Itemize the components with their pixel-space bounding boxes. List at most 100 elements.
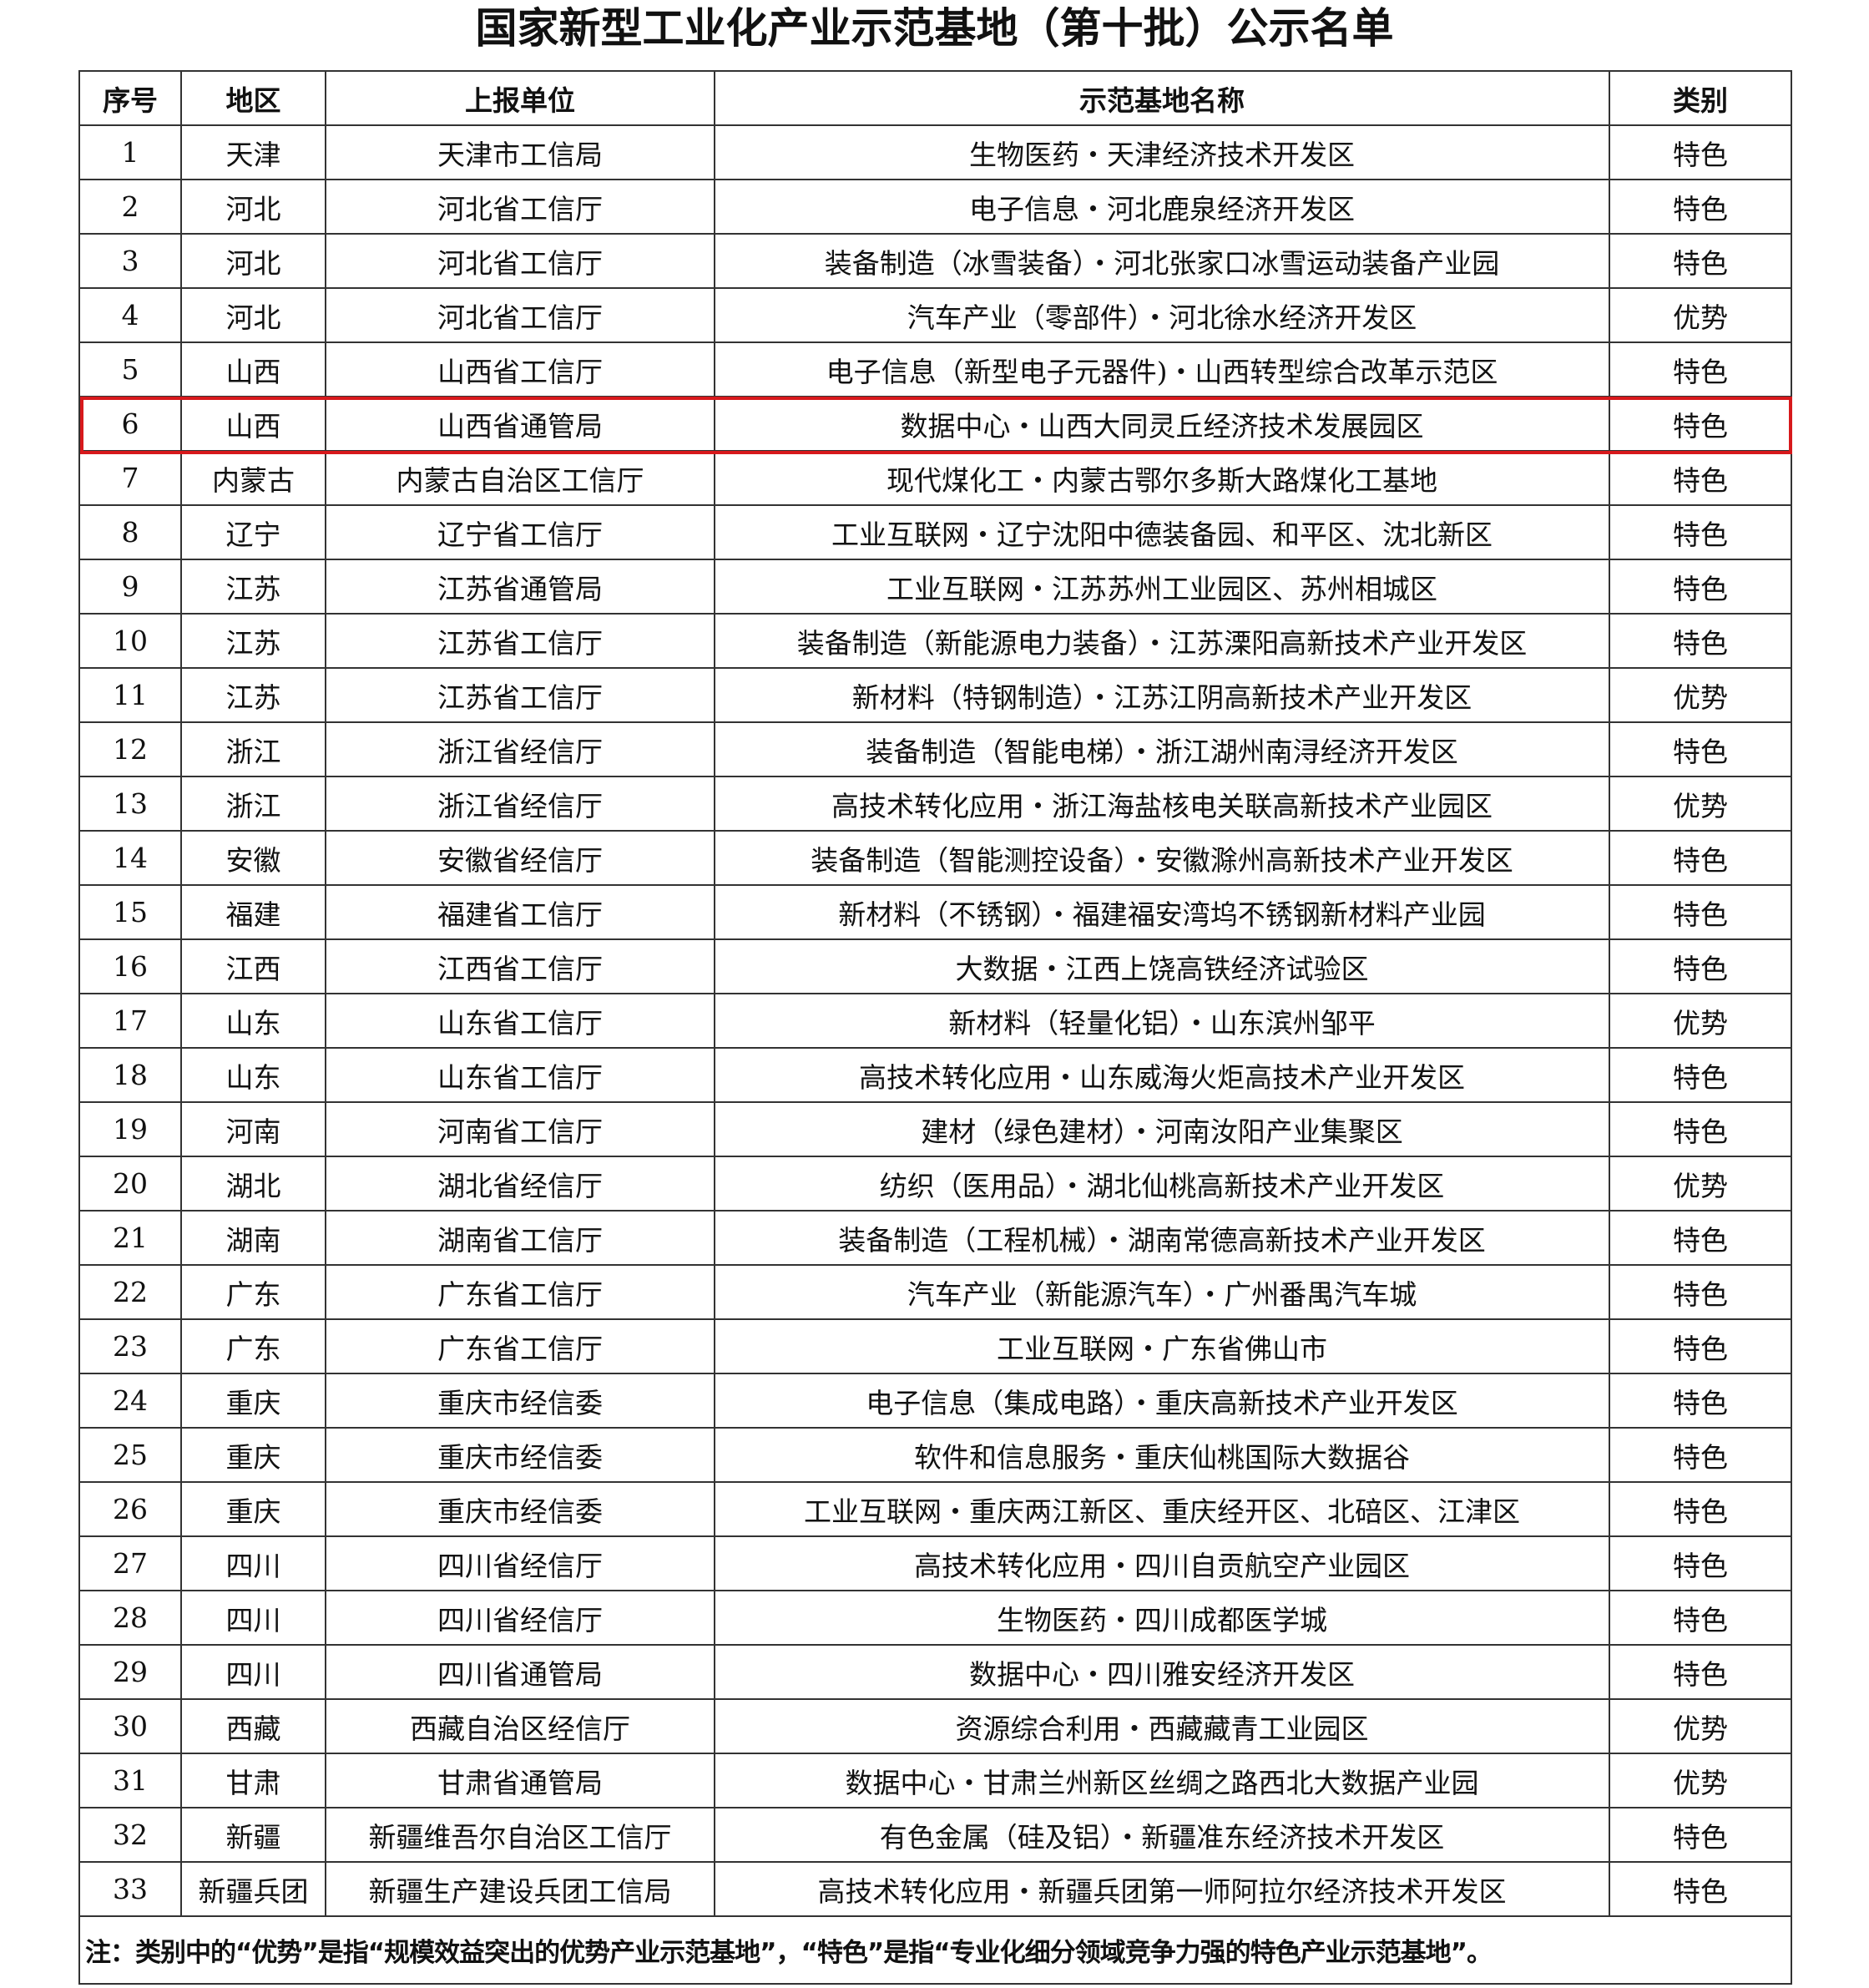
cell-reporting-unit: 广东省工信厅	[325, 1318, 715, 1374]
cell-region: 湖南	[180, 1210, 326, 1266]
cell-reporting-unit: 四川省经信厅	[325, 1590, 715, 1646]
cell-reporting-unit: 江苏省工信厅	[325, 667, 715, 723]
cell-category: 特色	[1609, 1210, 1792, 1266]
cell-reporting-unit: 重庆市经信委	[325, 1481, 715, 1537]
cell-index: 32	[78, 1807, 182, 1863]
cell-base-name: 建材（绿色建材）・河南汝阳产业集聚区	[714, 1101, 1610, 1157]
cell-base-name: 装备制造（冰雪装备）・河北张家口冰雪运动装备产业园	[714, 233, 1610, 289]
cell-index: 13	[78, 776, 182, 832]
cell-region: 四川	[180, 1590, 326, 1646]
table-row: 8 辽宁 辽宁省工信厅 工业互联网・辽宁沈阳中德装备园、和平区、沈北新区 特色	[78, 504, 1792, 560]
cell-category: 特色	[1609, 884, 1792, 940]
table-row: 10 江苏 江苏省工信厅 装备制造（新能源电力装备）・江苏溧阳高新技术产业开发区 特色	[78, 613, 1792, 669]
cell-base-name: 高技术转化应用・新疆兵团第一师阿拉尔经济技术开发区	[714, 1861, 1610, 1917]
cell-region: 河北	[180, 287, 326, 343]
cell-base-name: 软件和信息服务・重庆仙桃国际大数据谷	[714, 1427, 1610, 1483]
cell-region: 江西	[180, 938, 326, 994]
cell-reporting-unit: 浙江省经信厅	[325, 776, 715, 832]
column-header-index: 序号	[78, 70, 182, 126]
cell-base-name: 工业互联网・江苏苏州工业园区、苏州相城区	[714, 559, 1610, 615]
cell-category: 特色	[1609, 1427, 1792, 1483]
cell-reporting-unit: 新疆维吾尔自治区工信厅	[325, 1807, 715, 1863]
cell-region: 广东	[180, 1264, 326, 1320]
cell-category: 特色	[1609, 1644, 1792, 1700]
cell-reporting-unit: 湖南省工信厅	[325, 1210, 715, 1266]
cell-region: 甘肃	[180, 1753, 326, 1808]
cell-index: 18	[78, 1047, 182, 1103]
column-header-reporting-unit: 上报单位	[325, 70, 715, 126]
cell-index: 5	[78, 341, 182, 397]
cell-index: 4	[78, 287, 182, 343]
cell-base-name: 高技术转化应用・山东威海火炬高技术产业开发区	[714, 1047, 1610, 1103]
cell-region: 山东	[180, 1047, 326, 1103]
cell-base-name: 数据中心・甘肃兰州新区丝绸之路西北大数据产业园	[714, 1753, 1610, 1808]
cell-reporting-unit: 广东省工信厅	[325, 1264, 715, 1320]
cell-region: 重庆	[180, 1427, 326, 1483]
cell-base-name: 新材料（轻量化铝）・山东滨州邹平	[714, 993, 1610, 1049]
cell-reporting-unit: 江西省工信厅	[325, 938, 715, 994]
table-row: 15 福建 福建省工信厅 新材料（不锈钢）・福建福安湾坞不锈钢新材料产业园 特色	[78, 884, 1792, 940]
cell-category: 特色	[1609, 341, 1792, 397]
cell-region: 浙江	[180, 721, 326, 777]
table-row: 33 新疆兵团 新疆生产建设兵团工信局 高技术转化应用・新疆兵团第一师阿拉尔经济技术开…	[78, 1861, 1792, 1917]
cell-category: 特色	[1609, 1807, 1792, 1863]
note-row: 注：类别中的“优势”是指“规模效益突出的优势产业示范基地”，“特色”是指“专业化…	[78, 1915, 1792, 1985]
table-row: 16 江西 江西省工信厅 大数据・江西上饶高铁经济试验区 特色	[78, 938, 1792, 994]
cell-base-name: 数据中心・四川雅安经济开发区	[714, 1644, 1610, 1700]
cell-base-name: 装备制造（工程机械）・湖南常德高新技术产业开发区	[714, 1210, 1610, 1266]
cell-region: 山西	[180, 396, 326, 452]
cell-category: 优势	[1609, 1156, 1792, 1212]
cell-region: 江苏	[180, 559, 326, 615]
cell-base-name: 电子信息（新型电子元器件)・山西转型综合改革示范区	[714, 341, 1610, 397]
cell-index: 2	[78, 179, 182, 235]
table-row: 24 重庆 重庆市经信委 电子信息（集成电路）・重庆高新技术产业开发区 特色	[78, 1373, 1792, 1429]
table-row: 26 重庆 重庆市经信委 工业互联网・重庆两江新区、重庆经开区、北碚区、江津区 特色	[78, 1481, 1792, 1537]
cell-index: 8	[78, 504, 182, 560]
cell-index: 6	[78, 396, 182, 452]
table-row: 1 天津 天津市工信局 生物医药・天津经济技术开发区 特色	[78, 124, 1792, 180]
cell-reporting-unit: 安徽省经信厅	[325, 830, 715, 886]
table-row: 20 湖北 湖北省经信厅 纺织（医用品）・湖北仙桃高新技术产业开发区 优势	[78, 1156, 1792, 1212]
table-row: 4 河北 河北省工信厅 汽车产业（零部件）・河北徐水经济开发区 优势	[78, 287, 1792, 343]
cell-base-name: 工业互联网・广东省佛山市	[714, 1318, 1610, 1374]
cell-reporting-unit: 西藏自治区经信厅	[325, 1698, 715, 1754]
table-row: 9 江苏 江苏省通管局 工业互联网・江苏苏州工业园区、苏州相城区 特色	[78, 559, 1792, 615]
cell-region: 河南	[180, 1101, 326, 1157]
cell-reporting-unit: 甘肃省通管局	[325, 1753, 715, 1808]
cell-index: 25	[78, 1427, 182, 1483]
cell-index: 17	[78, 993, 182, 1049]
cell-index: 24	[78, 1373, 182, 1429]
table-row: 19 河南 河南省工信厅 建材（绿色建材）・河南汝阳产业集聚区 特色	[78, 1101, 1792, 1157]
cell-reporting-unit: 四川省通管局	[325, 1644, 715, 1700]
table-row: 11 江苏 江苏省工信厅 新材料（特钢制造）・江苏江阴高新技术产业开发区 优势	[78, 667, 1792, 723]
cell-index: 16	[78, 938, 182, 994]
cell-index: 27	[78, 1535, 182, 1591]
cell-reporting-unit: 新疆生产建设兵团工信局	[325, 1861, 715, 1917]
cell-region: 河北	[180, 179, 326, 235]
cell-category: 优势	[1609, 667, 1792, 723]
cell-category: 特色	[1609, 1264, 1792, 1320]
demo-base-table: 序号 地区 上报单位 示范基地名称 类别 1 天津 天津市工信局 生物医药・天津经济技…	[78, 70, 1792, 1985]
cell-index: 9	[78, 559, 182, 615]
cell-region: 重庆	[180, 1373, 326, 1429]
cell-category: 特色	[1609, 1047, 1792, 1103]
cell-category: 特色	[1609, 1101, 1792, 1157]
cell-category: 特色	[1609, 613, 1792, 669]
cell-category: 特色	[1609, 450, 1792, 506]
cell-reporting-unit: 河北省工信厅	[325, 179, 715, 235]
cell-reporting-unit: 山东省工信厅	[325, 993, 715, 1049]
cell-base-name: 新材料（不锈钢）・福建福安湾坞不锈钢新材料产业园	[714, 884, 1610, 940]
table-row: 12 浙江 浙江省经信厅 装备制造（智能电梯）・浙江湖州南浔经济开发区 特色	[78, 721, 1792, 777]
cell-reporting-unit: 辽宁省工信厅	[325, 504, 715, 560]
cell-category: 特色	[1609, 559, 1792, 615]
cell-base-name: 装备制造（新能源电力装备）・江苏溧阳高新技术产业开发区	[714, 613, 1610, 669]
cell-index: 30	[78, 1698, 182, 1754]
cell-category: 优势	[1609, 287, 1792, 343]
cell-category: 优势	[1609, 1698, 1792, 1754]
cell-base-name: 大数据・江西上饶高铁经济试验区	[714, 938, 1610, 994]
cell-region: 辽宁	[180, 504, 326, 560]
cell-index: 22	[78, 1264, 182, 1320]
cell-index: 31	[78, 1753, 182, 1808]
cell-reporting-unit: 福建省工信厅	[325, 884, 715, 940]
cell-base-name: 现代煤化工・内蒙古鄂尔多斯大路煤化工基地	[714, 450, 1610, 506]
